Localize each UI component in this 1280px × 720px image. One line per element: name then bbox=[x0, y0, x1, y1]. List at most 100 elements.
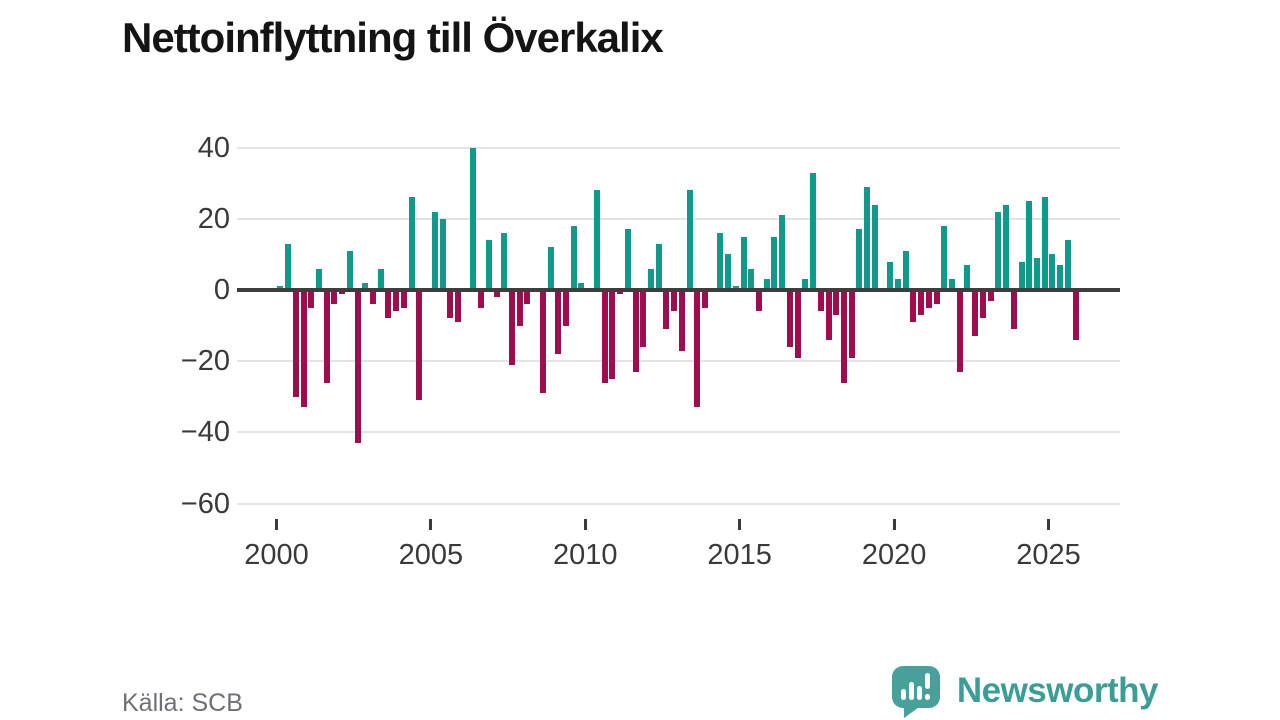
x-axis-tick-2005 bbox=[429, 519, 433, 530]
bar-2017-Q2 bbox=[810, 172, 817, 290]
bar-2016-Q2 bbox=[779, 215, 786, 290]
bar-2003-Q1 bbox=[370, 290, 377, 305]
bar-2019-Q4 bbox=[887, 261, 894, 290]
bar-2021-Q1 bbox=[925, 290, 932, 308]
bar-2016-Q1 bbox=[771, 236, 778, 290]
bar-2005-Q4 bbox=[454, 290, 461, 323]
bar-2019-Q1 bbox=[864, 186, 871, 290]
bar-2009-Q1 bbox=[555, 290, 562, 355]
x-axis-label: 2025 bbox=[1016, 539, 1081, 571]
bar-2016-Q3 bbox=[786, 290, 793, 347]
x-axis-label: 2020 bbox=[861, 539, 927, 571]
bar-2014-Q2 bbox=[717, 233, 724, 290]
bar-2018-Q3 bbox=[848, 290, 855, 358]
bar-2008-Q3 bbox=[539, 290, 546, 394]
bar-2016-Q4 bbox=[794, 290, 801, 358]
bar-2003-Q4 bbox=[393, 290, 400, 312]
bar-2022-Q1 bbox=[956, 290, 963, 372]
y-axis-label: 0 bbox=[213, 274, 230, 306]
bar-2020-Q3 bbox=[910, 290, 917, 323]
bar-2021-Q4 bbox=[949, 279, 956, 290]
chart-title: Nettoinflyttning till Överkalix bbox=[122, 14, 664, 61]
bar-2022-Q4 bbox=[979, 290, 986, 319]
bar-2023-Q3 bbox=[1003, 204, 1010, 290]
bar-2020-Q1 bbox=[895, 279, 901, 290]
bar-2007-Q4 bbox=[516, 290, 523, 326]
bar-2021-Q3 bbox=[941, 225, 948, 290]
gridline-y--40 bbox=[237, 431, 1120, 434]
y-axis-label: −20 bbox=[180, 345, 230, 378]
bar-2000-Q3 bbox=[292, 290, 299, 397]
bar-2004-Q2 bbox=[408, 197, 415, 290]
y-axis-label: −40 bbox=[180, 416, 230, 449]
x-axis-tick-2010 bbox=[583, 519, 587, 530]
bar-2001-Q1 bbox=[308, 290, 315, 308]
bar-2000-Q4 bbox=[300, 290, 307, 408]
x-axis-label: 2005 bbox=[398, 539, 464, 571]
bar-2012-Q1 bbox=[647, 268, 654, 290]
x-axis-zero-line bbox=[237, 288, 1120, 292]
bar-2009-Q3 bbox=[570, 225, 577, 290]
bar-2024-Q4 bbox=[1041, 197, 1048, 290]
bar-2011-Q2 bbox=[624, 229, 631, 290]
bar-2003-Q2 bbox=[377, 268, 384, 290]
bar-2009-Q4 bbox=[578, 282, 585, 290]
gridline-y--20 bbox=[237, 360, 1120, 363]
bar-2024-Q3 bbox=[1033, 257, 1040, 290]
bar-2025-Q1 bbox=[1049, 254, 1056, 290]
bar-2008-Q1 bbox=[524, 290, 531, 305]
bar-2000-Q2 bbox=[285, 243, 292, 290]
y-axis-label: 40 bbox=[197, 131, 230, 164]
x-axis-label: 2000 bbox=[244, 539, 309, 571]
bar-2017-Q3 bbox=[817, 290, 824, 312]
bar-2017-Q4 bbox=[825, 290, 832, 340]
bar-2015-Q2 bbox=[748, 268, 755, 290]
bar-2022-Q3 bbox=[972, 290, 979, 337]
bar-2007-Q3 bbox=[509, 290, 515, 365]
bar-2014-Q3 bbox=[725, 254, 732, 290]
source-note: Källa: SCB bbox=[122, 689, 243, 717]
bar-2020-Q2 bbox=[902, 250, 909, 290]
bar-2012-Q4 bbox=[671, 290, 678, 312]
x-axis-tick-2015 bbox=[738, 519, 742, 530]
y-axis-label: 20 bbox=[197, 202, 230, 235]
bar-2010-Q2 bbox=[593, 190, 600, 290]
brand-name: Newsworthy bbox=[956, 671, 1159, 710]
bar-2002-Q4 bbox=[362, 282, 369, 290]
bar-2024-Q2 bbox=[1026, 201, 1033, 290]
bar-2001-Q3 bbox=[323, 290, 330, 383]
bar-2007-Q1 bbox=[493, 290, 500, 298]
newsworthy-brand: Newsworthy bbox=[890, 663, 1159, 719]
bar-2010-Q3 bbox=[601, 290, 608, 383]
bar-2013-Q1 bbox=[678, 290, 685, 351]
x-axis-label: 2010 bbox=[553, 539, 618, 571]
bar-2013-Q4 bbox=[702, 290, 708, 308]
bar-2003-Q3 bbox=[385, 290, 392, 319]
y-axis-label: −60 bbox=[180, 487, 230, 520]
bar-2013-Q2 bbox=[686, 190, 693, 290]
bar-2004-Q1 bbox=[400, 290, 407, 308]
bar-2006-Q3 bbox=[478, 290, 485, 308]
bar-2023-Q4 bbox=[1010, 290, 1017, 330]
bar-2012-Q2 bbox=[655, 243, 662, 290]
bar-2018-Q4 bbox=[856, 229, 863, 290]
bar-2017-Q1 bbox=[802, 279, 809, 290]
bar-2006-Q4 bbox=[485, 240, 492, 290]
bar-2002-Q2 bbox=[346, 250, 353, 290]
gridline-y-40 bbox=[237, 146, 1120, 149]
bar-2021-Q2 bbox=[933, 290, 940, 305]
bar-2022-Q2 bbox=[964, 265, 971, 290]
bar-2005-Q3 bbox=[447, 290, 454, 319]
bar-2015-Q4 bbox=[763, 279, 770, 290]
bar-2025-Q2 bbox=[1057, 265, 1064, 290]
bar-2023-Q1 bbox=[987, 290, 994, 301]
x-axis-tick-2020 bbox=[892, 519, 896, 530]
bar-2004-Q3 bbox=[416, 290, 423, 401]
bar-2019-Q2 bbox=[871, 204, 878, 290]
bar-2010-Q4 bbox=[609, 290, 616, 379]
bar-2011-Q4 bbox=[640, 290, 647, 347]
bar-2005-Q1 bbox=[431, 211, 438, 290]
bar-2025-Q4 bbox=[1072, 290, 1079, 340]
